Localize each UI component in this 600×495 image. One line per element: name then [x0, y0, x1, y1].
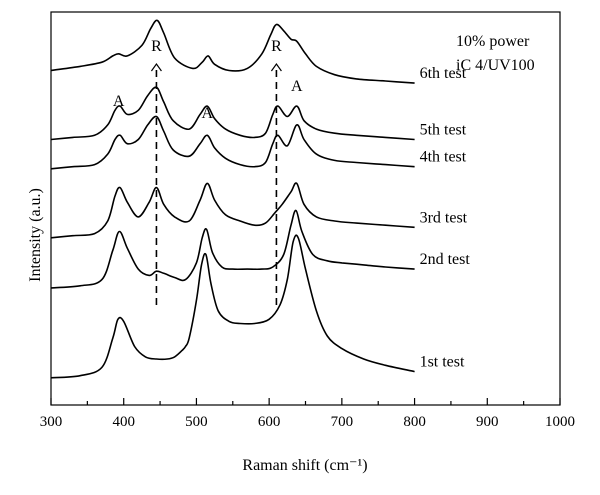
x-axis-label: Raman shift (cm⁻¹)	[242, 457, 367, 474]
series-traces	[50, 19, 415, 379]
series-label-1st-test: 1st test	[420, 354, 465, 371]
peak-label-a: A	[113, 93, 125, 110]
peak-markers: A R A R A	[113, 38, 303, 122]
series-line-1st-test	[50, 234, 415, 379]
arrow-up-icon	[150, 62, 162, 72]
peak-label-r: R	[271, 38, 282, 55]
peak-label-a: A	[291, 78, 303, 95]
x-tick-label: 900	[476, 414, 499, 430]
series-label-4th-test: 4th test	[420, 149, 467, 166]
x-tick-label: 400	[112, 414, 135, 430]
series-label-6th-test: 6th test	[420, 65, 467, 82]
series-line-6th-test	[50, 19, 415, 84]
peak-label-a: A	[202, 105, 214, 122]
x-tick-label: 500	[185, 414, 208, 430]
x-axis-ticks: 300 400 500 600 700 800 900 1000	[40, 398, 575, 430]
x-tick-label: 600	[258, 414, 281, 430]
series-label-2nd-test: 2nd test	[420, 251, 471, 268]
series-line-3rd-test	[50, 182, 415, 239]
x-tick-label: 300	[40, 414, 63, 430]
series-line-4th-test	[50, 115, 415, 170]
reference-lines	[155, 70, 278, 310]
series-line-2nd-test	[50, 209, 415, 289]
series-label-5th-test: 5th test	[420, 122, 467, 139]
x-tick-label: 1000	[545, 414, 575, 430]
arrow-up-icon	[270, 62, 282, 72]
x-tick-label: 800	[403, 414, 426, 430]
peak-label-r: R	[151, 38, 162, 55]
series-label-3rd-test: 3rd test	[420, 209, 468, 226]
series-labels: 1st test 2nd test 3rd test 4th test 5th test…	[420, 65, 471, 370]
x-tick-label: 700	[331, 414, 354, 430]
series-line-5th-test	[50, 86, 415, 141]
annotation-line-1: 10% power	[456, 33, 530, 50]
annotation-line-2: iC 4/UV100	[456, 57, 535, 74]
y-axis-label: Intensity (a.u.)	[27, 188, 44, 282]
